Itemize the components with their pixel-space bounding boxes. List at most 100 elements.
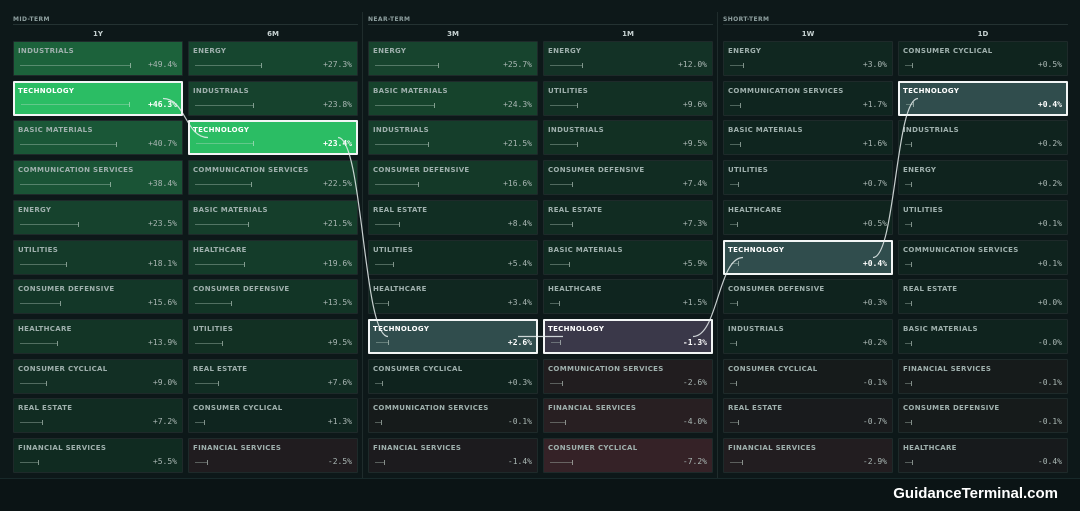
sector-cell-technology[interactable]: TECHNOLOGY -1.3% bbox=[543, 319, 713, 354]
sparkline bbox=[20, 184, 111, 185]
sector-cell-financial-services[interactable]: FINANCIAL SERVICES -0.1% bbox=[898, 359, 1068, 394]
sector-cell-real-estate[interactable]: REAL ESTATE +7.6% bbox=[188, 359, 358, 394]
sector-cell-consumer-defensive[interactable]: CONSUMER DEFENSIVE +13.5% bbox=[188, 279, 358, 314]
change-value: +27.3% bbox=[323, 60, 352, 69]
sector-cell-basic-materials[interactable]: BASIC MATERIALS +24.3% bbox=[368, 81, 538, 116]
sector-cell-energy[interactable]: ENERGY +12.0% bbox=[543, 41, 713, 76]
sector-cell-consumer-defensive[interactable]: CONSUMER DEFENSIVE +0.3% bbox=[723, 279, 893, 314]
sparkline bbox=[375, 462, 385, 463]
sparkline bbox=[550, 224, 573, 225]
sector-cell-energy[interactable]: ENERGY +23.5% bbox=[13, 200, 183, 235]
sector-cell-energy[interactable]: ENERGY +0.2% bbox=[898, 160, 1068, 195]
sparkline-marker bbox=[77, 222, 79, 227]
sector-cell-communication-services[interactable]: COMMUNICATION SERVICES +1.7% bbox=[723, 81, 893, 116]
sector-name: UTILITIES bbox=[903, 206, 944, 214]
sector-cell-communication-services[interactable]: COMMUNICATION SERVICES +0.1% bbox=[898, 240, 1068, 275]
sector-cell-basic-materials[interactable]: BASIC MATERIALS -0.0% bbox=[898, 319, 1068, 354]
sector-cell-industrials[interactable]: INDUSTRIALS +23.8% bbox=[188, 81, 358, 116]
sector-cell-technology[interactable]: TECHNOLOGY +23.4% bbox=[188, 120, 358, 155]
sector-cell-consumer-defensive[interactable]: CONSUMER DEFENSIVE +16.6% bbox=[368, 160, 538, 195]
change-value: -0.1% bbox=[507, 417, 532, 426]
section-label-near-term: NEAR-TERM bbox=[368, 16, 411, 23]
column-header-1d: 1D bbox=[977, 30, 989, 38]
sector-cell-healthcare[interactable]: HEALTHCARE +0.5% bbox=[723, 200, 893, 235]
sector-cell-basic-materials[interactable]: BASIC MATERIALS +40.7% bbox=[13, 120, 183, 155]
sector-cell-consumer-cyclical[interactable]: CONSUMER CYCLICAL +0.5% bbox=[898, 41, 1068, 76]
sector-cell-healthcare[interactable]: HEALTHCARE +13.9% bbox=[13, 319, 183, 354]
sector-cell-communication-services[interactable]: COMMUNICATION SERVICES +38.4% bbox=[13, 160, 183, 195]
change-value: +13.9% bbox=[148, 338, 177, 347]
sector-cell-industrials[interactable]: INDUSTRIALS +0.2% bbox=[723, 319, 893, 354]
sector-cell-communication-services[interactable]: COMMUNICATION SERVICES +22.5% bbox=[188, 160, 358, 195]
sector-cell-energy[interactable]: ENERGY +3.0% bbox=[723, 41, 893, 76]
change-value: +9.6% bbox=[682, 100, 707, 109]
change-value: +0.2% bbox=[1037, 139, 1062, 148]
sector-cell-consumer-cyclical[interactable]: CONSUMER CYCLICAL +9.0% bbox=[13, 359, 183, 394]
sparkline-marker bbox=[736, 381, 738, 386]
sector-cell-real-estate[interactable]: REAL ESTATE +7.2% bbox=[13, 398, 183, 433]
sparkline bbox=[20, 303, 61, 304]
sector-cell-utilities[interactable]: UTILITIES +0.7% bbox=[723, 160, 893, 195]
sector-cell-industrials[interactable]: INDUSTRIALS +0.2% bbox=[898, 120, 1068, 155]
sector-cell-healthcare[interactable]: HEALTHCARE +3.4% bbox=[368, 279, 538, 314]
sparkline bbox=[195, 462, 207, 463]
sparkline-marker bbox=[203, 420, 205, 425]
sector-cell-real-estate[interactable]: REAL ESTATE -0.7% bbox=[723, 398, 893, 433]
sector-cell-financial-services[interactable]: FINANCIAL SERVICES -4.0% bbox=[543, 398, 713, 433]
sector-cell-utilities[interactable]: UTILITIES +18.1% bbox=[13, 240, 183, 275]
sector-cell-financial-services[interactable]: FINANCIAL SERVICES -2.9% bbox=[723, 438, 893, 473]
sector-cell-consumer-cyclical[interactable]: CONSUMER CYCLICAL -0.1% bbox=[723, 359, 893, 394]
sector-cell-technology[interactable]: TECHNOLOGY +0.4% bbox=[723, 240, 893, 275]
sector-cell-financial-services[interactable]: FINANCIAL SERVICES +5.5% bbox=[13, 438, 183, 473]
sector-cell-healthcare[interactable]: HEALTHCARE +19.6% bbox=[188, 240, 358, 275]
sector-cell-consumer-cyclical[interactable]: CONSUMER CYCLICAL +0.3% bbox=[368, 359, 538, 394]
section-label-short-term: SHORT-TERM bbox=[723, 16, 770, 23]
sector-cell-technology[interactable]: TECHNOLOGY +0.4% bbox=[898, 81, 1068, 116]
sector-cell-industrials[interactable]: INDUSTRIALS +21.5% bbox=[368, 120, 538, 155]
sector-cell-consumer-cyclical[interactable]: CONSUMER CYCLICAL +1.3% bbox=[188, 398, 358, 433]
sector-cell-utilities[interactable]: UTILITIES +5.4% bbox=[368, 240, 538, 275]
sparkline-marker bbox=[115, 142, 117, 147]
sector-cell-technology[interactable]: TECHNOLOGY +2.6% bbox=[368, 319, 538, 354]
sector-name: CONSUMER DEFENSIVE bbox=[373, 166, 470, 174]
sector-cell-real-estate[interactable]: REAL ESTATE +0.0% bbox=[898, 279, 1068, 314]
sector-cell-utilities[interactable]: UTILITIES +0.1% bbox=[898, 200, 1068, 235]
sector-cell-utilities[interactable]: UTILITIES +9.6% bbox=[543, 81, 713, 116]
sector-cell-consumer-defensive[interactable]: CONSUMER DEFENSIVE +7.4% bbox=[543, 160, 713, 195]
sector-name: UTILITIES bbox=[18, 246, 59, 254]
sector-cell-communication-services[interactable]: COMMUNICATION SERVICES -0.1% bbox=[368, 398, 538, 433]
sector-cell-industrials[interactable]: INDUSTRIALS +9.5% bbox=[543, 120, 713, 155]
sector-cell-consumer-defensive[interactable]: CONSUMER DEFENSIVE +15.6% bbox=[13, 279, 183, 314]
change-value: -7.2% bbox=[682, 457, 707, 466]
sector-cell-basic-materials[interactable]: BASIC MATERIALS +1.6% bbox=[723, 120, 893, 155]
change-value: +1.6% bbox=[862, 139, 887, 148]
sparkline-marker bbox=[582, 63, 584, 68]
sector-cell-consumer-defensive[interactable]: CONSUMER DEFENSIVE -0.1% bbox=[898, 398, 1068, 433]
sparkline bbox=[20, 462, 39, 463]
sector-cell-basic-materials[interactable]: BASIC MATERIALS +21.5% bbox=[188, 200, 358, 235]
sparkline bbox=[195, 105, 254, 106]
sector-cell-healthcare[interactable]: HEALTHCARE +1.5% bbox=[543, 279, 713, 314]
sector-cell-financial-services[interactable]: FINANCIAL SERVICES -1.4% bbox=[368, 438, 538, 473]
sector-cell-industrials[interactable]: INDUSTRIALS +49.4% bbox=[13, 41, 183, 76]
sector-cell-financial-services[interactable]: FINANCIAL SERVICES -2.5% bbox=[188, 438, 358, 473]
section-divider bbox=[717, 12, 718, 478]
sector-cell-basic-materials[interactable]: BASIC MATERIALS +5.9% bbox=[543, 240, 713, 275]
sector-name: COMMUNICATION SERVICES bbox=[18, 166, 134, 174]
sparkline-marker bbox=[381, 420, 383, 425]
sector-cell-real-estate[interactable]: REAL ESTATE +7.3% bbox=[543, 200, 713, 235]
sector-cell-energy[interactable]: ENERGY +27.3% bbox=[188, 41, 358, 76]
sector-name: CONSUMER CYCLICAL bbox=[18, 365, 108, 373]
sector-cell-utilities[interactable]: UTILITIES +9.5% bbox=[188, 319, 358, 354]
sector-cell-technology[interactable]: TECHNOLOGY +46.3% bbox=[13, 81, 183, 116]
sector-cell-consumer-cyclical[interactable]: CONSUMER CYCLICAL -7.2% bbox=[543, 438, 713, 473]
sector-name: CONSUMER DEFENSIVE bbox=[548, 166, 645, 174]
sector-name: REAL ESTATE bbox=[193, 365, 248, 373]
sector-cell-healthcare[interactable]: HEALTHCARE -0.4% bbox=[898, 438, 1068, 473]
sector-cell-real-estate[interactable]: REAL ESTATE +8.4% bbox=[368, 200, 538, 235]
sparkline-marker bbox=[911, 142, 913, 147]
sector-cell-communication-services[interactable]: COMMUNICATION SERVICES -2.6% bbox=[543, 359, 713, 394]
sector-cell-energy[interactable]: ENERGY +25.7% bbox=[368, 41, 538, 76]
sector-name: CONSUMER CYCLICAL bbox=[193, 404, 283, 412]
sparkline-marker bbox=[572, 222, 574, 227]
